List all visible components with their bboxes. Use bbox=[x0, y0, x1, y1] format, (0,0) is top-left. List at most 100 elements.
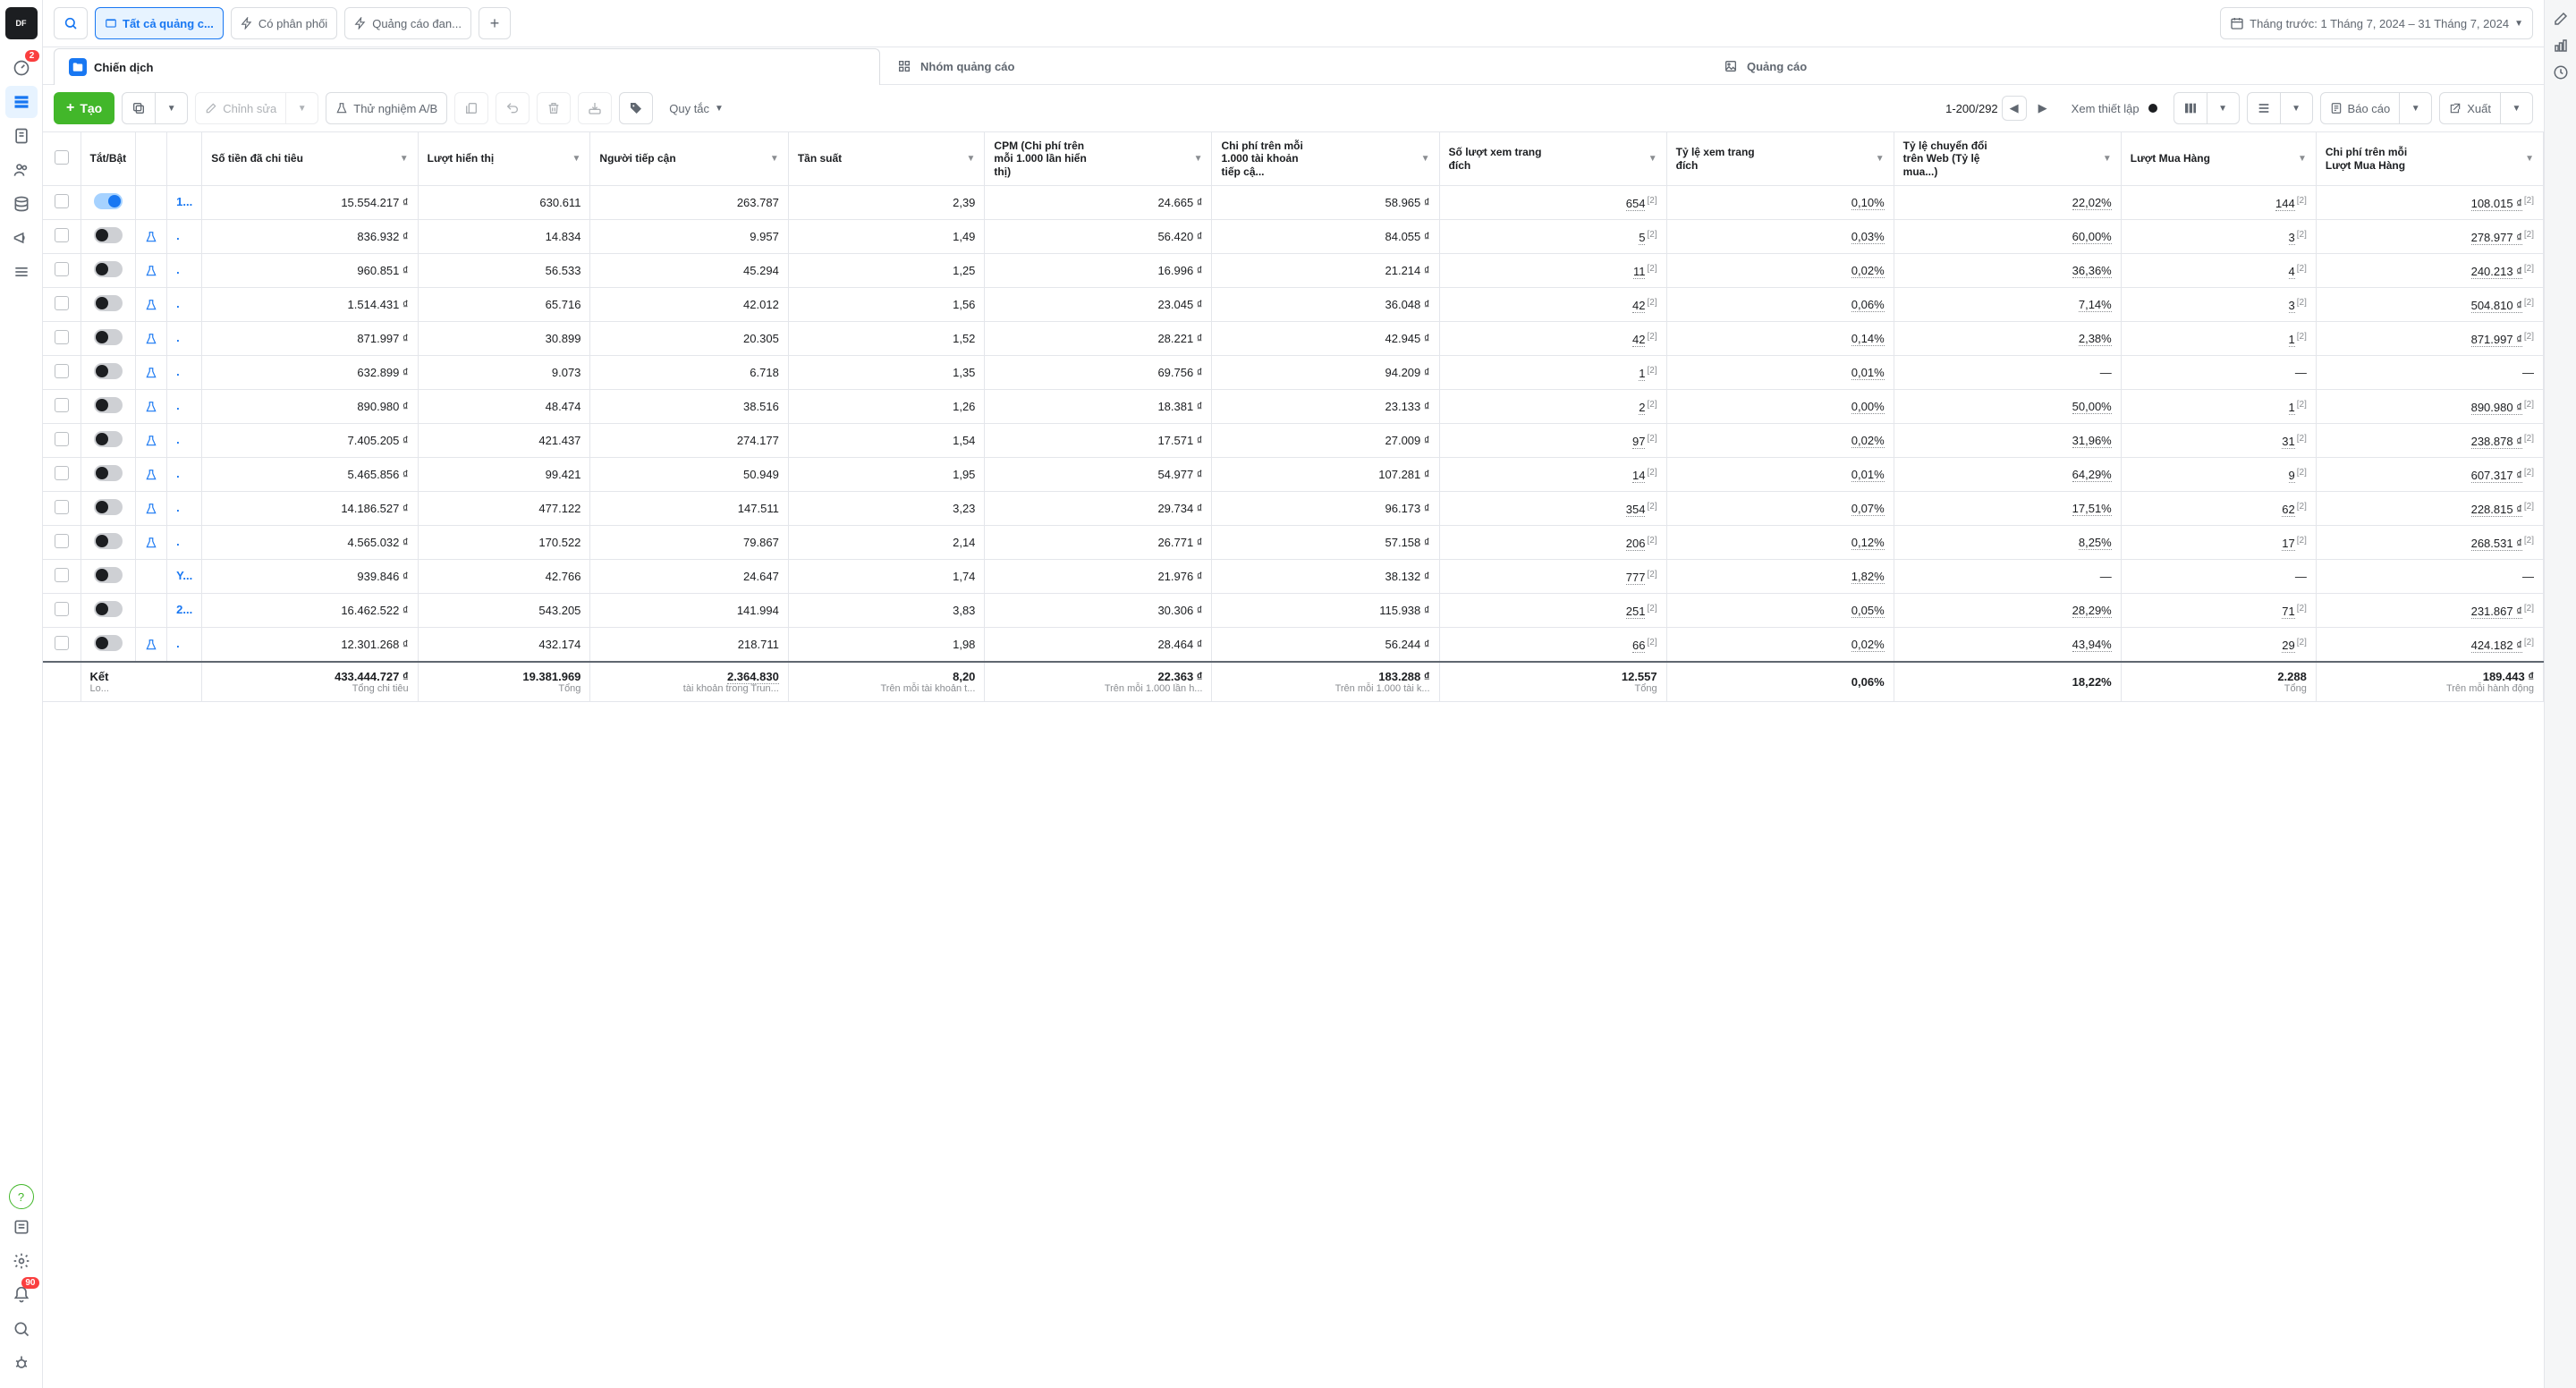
table-row[interactable]: . 632.899 ₫ 9.073 6.718 1,35 69.756 ₫ 94… bbox=[43, 356, 2544, 390]
campaign-name-link[interactable]: Y... bbox=[176, 569, 192, 582]
row-toggle[interactable] bbox=[94, 363, 123, 379]
row-toggle[interactable] bbox=[94, 295, 123, 311]
campaign-name-link[interactable]: 2... bbox=[176, 603, 192, 616]
col-checkbox[interactable] bbox=[43, 132, 80, 186]
col-frequency[interactable]: Tần suất▼ bbox=[788, 132, 985, 186]
filter-distributed[interactable]: Có phân phối bbox=[231, 7, 337, 39]
document-icon[interactable] bbox=[5, 120, 38, 152]
page-prev[interactable]: ◀ bbox=[2002, 96, 2027, 121]
settings-icon[interactable] bbox=[5, 1245, 38, 1277]
search-rail-icon[interactable] bbox=[5, 1313, 38, 1345]
menu-icon[interactable] bbox=[5, 256, 38, 288]
row-checkbox[interactable] bbox=[55, 364, 69, 378]
col-cp1k[interactable]: Chi phí trên mỗi 1.000 tài khoản tiếp cậ… bbox=[1212, 132, 1439, 186]
breakdown-dropdown[interactable]: ▼ bbox=[2281, 92, 2313, 124]
tab-adsets[interactable]: Nhóm quảng cáo bbox=[880, 47, 1707, 84]
campaign-name-link[interactable]: . bbox=[176, 331, 180, 344]
row-toggle[interactable] bbox=[94, 601, 123, 617]
campaign-name-link[interactable]: . bbox=[176, 297, 180, 310]
col-spend[interactable]: Số tiền đã chi tiêu▼ bbox=[202, 132, 418, 186]
audience-icon[interactable] bbox=[5, 154, 38, 186]
campaign-name-link[interactable]: . bbox=[176, 433, 180, 446]
row-toggle[interactable] bbox=[94, 567, 123, 583]
account-logo[interactable]: DF bbox=[5, 7, 38, 39]
row-toggle[interactable] bbox=[94, 397, 123, 413]
campaign-name-link[interactable]: . bbox=[176, 501, 180, 514]
duplicate-dropdown[interactable]: ▼ bbox=[156, 92, 188, 124]
filter-running-ads[interactable]: Quảng cáo đan... bbox=[344, 7, 471, 39]
search-button[interactable] bbox=[54, 7, 88, 39]
row-checkbox[interactable] bbox=[55, 398, 69, 412]
campaign-name-link[interactable]: . bbox=[176, 365, 180, 378]
campaign-name-link[interactable]: 1... bbox=[176, 195, 192, 208]
row-checkbox[interactable] bbox=[55, 568, 69, 582]
row-checkbox[interactable] bbox=[55, 500, 69, 514]
row-toggle[interactable] bbox=[94, 261, 123, 277]
row-checkbox[interactable] bbox=[55, 602, 69, 616]
ab-test-button[interactable]: Thử nghiệm A/B bbox=[326, 92, 447, 124]
campaign-name-link[interactable]: . bbox=[176, 535, 180, 548]
row-checkbox[interactable] bbox=[55, 432, 69, 446]
duplicate-button[interactable] bbox=[122, 92, 156, 124]
megaphone-icon[interactable] bbox=[5, 222, 38, 254]
row-checkbox[interactable] bbox=[55, 296, 69, 310]
table-row[interactable]: . 12.301.268 ₫ 432.174 218.711 1,98 28.4… bbox=[43, 628, 2544, 663]
reports-button[interactable]: Báo cáo bbox=[2320, 92, 2401, 124]
row-toggle[interactable] bbox=[94, 465, 123, 481]
export-data-button[interactable] bbox=[578, 92, 612, 124]
history-icon[interactable] bbox=[2553, 64, 2569, 80]
table-icon[interactable] bbox=[5, 86, 38, 118]
tag-button[interactable] bbox=[619, 92, 653, 124]
export-dropdown[interactable]: ▼ bbox=[2501, 92, 2533, 124]
chart-icon[interactable] bbox=[2553, 38, 2569, 54]
rules-dropdown[interactable]: Quy tắc ▼ bbox=[660, 92, 733, 124]
reports-dropdown[interactable]: ▼ bbox=[2400, 92, 2432, 124]
col-impressions[interactable]: Lượt hiển thị▼ bbox=[418, 132, 590, 186]
row-checkbox[interactable] bbox=[55, 534, 69, 548]
table-row[interactable]: . 14.186.527 ₫ 477.122 147.511 3,23 29.7… bbox=[43, 492, 2544, 526]
row-toggle[interactable] bbox=[94, 499, 123, 515]
col-reach[interactable]: Người tiếp cận▼ bbox=[590, 132, 788, 186]
row-checkbox[interactable] bbox=[55, 330, 69, 344]
billing-icon[interactable] bbox=[5, 188, 38, 220]
table-row[interactable]: . 4.565.032 ₫ 170.522 79.867 2,14 26.771… bbox=[43, 526, 2544, 560]
row-toggle[interactable] bbox=[94, 227, 123, 243]
campaign-name-link[interactable]: . bbox=[176, 637, 180, 650]
tab-campaigns[interactable]: Chiến dịch bbox=[54, 48, 880, 85]
table-row[interactable]: . 871.997 ₫ 30.899 20.305 1,52 28.221 ₫ … bbox=[43, 322, 2544, 356]
page-next[interactable]: ▶ bbox=[2030, 96, 2055, 121]
campaign-name-link[interactable]: . bbox=[176, 229, 180, 242]
date-range-picker[interactable]: Tháng trước: 1 Tháng 7, 2024 – 31 Tháng … bbox=[2220, 7, 2533, 39]
col-lpvrate[interactable]: Tỷ lệ xem trang đích▼ bbox=[1666, 132, 1894, 186]
export-button[interactable]: Xuất bbox=[2439, 92, 2501, 124]
col-cvr[interactable]: Tỷ lệ chuyển đổi trên Web (Tỷ lệ mua...)… bbox=[1894, 132, 2121, 186]
edit-button[interactable]: Chỉnh sửa bbox=[195, 92, 286, 124]
news-icon[interactable] bbox=[5, 1211, 38, 1243]
col-cpp[interactable]: Chi phí trên mỗi Lượt Mua Hàng▼ bbox=[2316, 132, 2543, 186]
tab-ads[interactable]: Quảng cáo bbox=[1707, 47, 2533, 84]
table-row[interactable]: . 890.980 ₫ 48.474 38.516 1,26 18.381 ₫ … bbox=[43, 390, 2544, 424]
row-toggle[interactable] bbox=[94, 533, 123, 549]
table-row[interactable]: . 836.932 ₫ 14.834 9.957 1,49 56.420 ₫ 8… bbox=[43, 220, 2544, 254]
table-row[interactable]: . 7.405.205 ₫ 421.437 274.177 1,54 17.57… bbox=[43, 424, 2544, 458]
table-row[interactable]: . 5.465.856 ₫ 99.421 50.949 1,95 54.977 … bbox=[43, 458, 2544, 492]
delete-button[interactable] bbox=[537, 92, 571, 124]
campaign-name-link[interactable]: . bbox=[176, 467, 180, 480]
gauge-icon[interactable]: 2 bbox=[5, 52, 38, 84]
row-checkbox[interactable] bbox=[55, 262, 69, 276]
edit-pencil-icon[interactable] bbox=[2553, 11, 2569, 27]
row-toggle[interactable] bbox=[94, 193, 123, 209]
col-lpviews[interactable]: Số lượt xem trang đích▼ bbox=[1439, 132, 1666, 186]
add-filter-button[interactable]: + bbox=[479, 7, 511, 39]
row-toggle[interactable] bbox=[94, 431, 123, 447]
table-row[interactable]: 1... 15.554.217 ₫ 630.611 263.787 2,39 2… bbox=[43, 186, 2544, 220]
help-icon[interactable]: ? bbox=[9, 1184, 34, 1209]
col-cpm[interactable]: CPM (Chi phí trên mỗi 1.000 lần hiển thị… bbox=[985, 132, 1212, 186]
undo-button[interactable] bbox=[496, 92, 530, 124]
campaign-name-link[interactable]: . bbox=[176, 399, 180, 412]
row-toggle[interactable] bbox=[94, 329, 123, 345]
table-row[interactable]: . 960.851 ₫ 56.533 45.294 1,25 16.996 ₫ … bbox=[43, 254, 2544, 288]
columns-button[interactable] bbox=[2174, 92, 2207, 124]
row-toggle[interactable] bbox=[94, 635, 123, 651]
col-purchases[interactable]: Lượt Mua Hàng▼ bbox=[2121, 132, 2316, 186]
